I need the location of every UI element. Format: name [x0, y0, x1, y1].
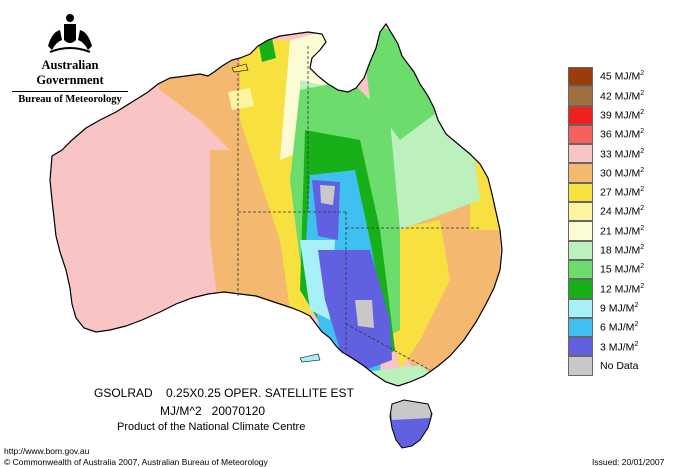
legend-label: 39 MJ/M2 [600, 108, 645, 122]
caption-line-1: GSOLRAD 0.25X0.25 OPER. SATELLITE EST [94, 386, 354, 400]
legend-item: 9 MJ/M2 [568, 298, 644, 318]
legend-swatch [568, 202, 593, 222]
legend-swatch [568, 221, 593, 241]
legend-swatch [568, 124, 593, 145]
legend-label: 45 MJ/M2 [600, 70, 645, 83]
legend-label: 24 MJ/M2 [600, 205, 645, 218]
legend-item: 45 MJ/M2 [568, 67, 645, 87]
map-legend: 45 MJ/M2 42 MJ/M2 39 MJ/M2 36 MJ/M2 33 MJ/M2… [568, 67, 644, 376]
legend-label: 42 MJ/M2 [600, 89, 645, 103]
agency-header: Australian Government Bureau of Meteorol… [8, 10, 132, 105]
legend-swatch [568, 105, 593, 125]
caption-line-2: MJ/M^2 20070120 [160, 404, 265, 418]
legend-label: No Data [600, 360, 639, 373]
legend-item: 30 MJ/M2 [568, 163, 645, 183]
legend-swatch [568, 144, 593, 164]
legend-label: 15 MJ/M2 [600, 263, 645, 276]
issued-date: Issued: 20/01/2007 [592, 457, 665, 467]
product-code: GSOLRAD [94, 386, 153, 400]
copyright-notice: © Commonwealth of Australia 2007, Austra… [4, 457, 268, 467]
legend-item: No Data [568, 356, 644, 376]
legend-swatch [568, 86, 593, 106]
coat-of-arms-icon [48, 14, 92, 53]
product-date: 20070120 [211, 404, 266, 418]
legend-label: 33 MJ/M2 [600, 147, 645, 161]
bureau-title: Bureau of Meteorology [18, 94, 122, 105]
legend-label: 36 MJ/M2 [600, 128, 645, 141]
legend-swatch [568, 240, 593, 260]
legend-swatch [568, 163, 593, 183]
legend-swatch [568, 259, 593, 280]
legend-label: 12 MJ/M2 [600, 282, 645, 296]
legend-item: 21 MJ/M2 [568, 221, 645, 241]
caption-line-3: Product of the National Climate Centre [117, 421, 306, 433]
website-url[interactable]: http://www.bom.gov.au [4, 446, 90, 456]
legend-item: 42 MJ/M2 [568, 86, 645, 106]
government-title: Australian Government [36, 58, 104, 87]
header-divider [12, 91, 128, 92]
legend-item: 24 MJ/M2 [568, 202, 645, 222]
legend-item: 15 MJ/M2 [568, 259, 645, 280]
legend-label: 9 MJ/M2 [600, 301, 639, 315]
legend-swatch [568, 298, 593, 318]
legend-label: 3 MJ/M2 [600, 340, 639, 354]
legend-label: 6 MJ/M2 [600, 321, 639, 334]
legend-swatch [568, 337, 593, 357]
legend-item: 6 MJ/M2 [568, 317, 644, 338]
product-units: MJ/M^2 [160, 404, 202, 418]
legend-item: 27 MJ/M2 [568, 182, 645, 203]
product-description: 0.25X0.25 OPER. SATELLITE EST [166, 386, 354, 400]
legend-label: 21 MJ/M2 [600, 224, 645, 238]
legend-item: 36 MJ/M2 [568, 124, 645, 145]
legend-label: 18 MJ/M2 [600, 244, 645, 257]
legend-item: 39 MJ/M2 [568, 105, 645, 125]
legend-swatch [568, 317, 593, 338]
legend-item: 3 MJ/M2 [568, 337, 644, 357]
legend-item: 18 MJ/M2 [568, 240, 645, 260]
legend-swatch [568, 356, 593, 376]
legend-swatch [568, 67, 593, 87]
legend-label: 30 MJ/M2 [600, 166, 645, 180]
legend-item: 12 MJ/M2 [568, 279, 645, 299]
legend-item: 33 MJ/M2 [568, 144, 645, 164]
legend-swatch [568, 279, 593, 299]
legend-label: 27 MJ/M2 [600, 186, 645, 199]
legend-swatch [568, 182, 593, 203]
